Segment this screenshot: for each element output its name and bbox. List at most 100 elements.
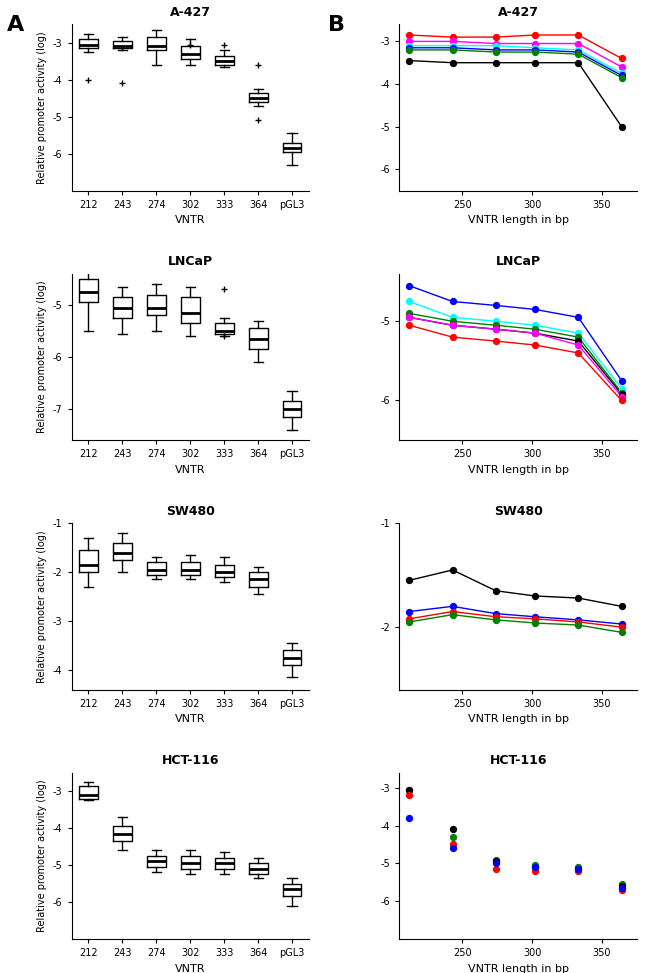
Point xyxy=(573,338,584,353)
X-axis label: VNTR length in bp: VNTR length in bp xyxy=(468,963,569,973)
Point xyxy=(573,859,584,875)
Point xyxy=(404,782,415,798)
Point xyxy=(573,863,584,879)
Point xyxy=(404,614,415,630)
Point xyxy=(404,294,415,309)
Point xyxy=(616,373,627,388)
Point xyxy=(447,38,458,54)
Point xyxy=(404,782,415,798)
Point xyxy=(616,393,627,409)
Point xyxy=(447,317,458,333)
Point xyxy=(530,338,540,353)
Point xyxy=(573,36,584,52)
Y-axis label: Relative promoter activity (log): Relative promoter activity (log) xyxy=(37,31,47,184)
Y-axis label: Relative promoter activity (log): Relative promoter activity (log) xyxy=(37,530,47,683)
Point xyxy=(404,53,415,68)
Point xyxy=(491,313,501,329)
Point xyxy=(573,617,584,632)
Point xyxy=(491,321,501,337)
Point xyxy=(491,29,501,45)
Point xyxy=(404,278,415,294)
Point xyxy=(447,562,458,578)
Point xyxy=(447,294,458,309)
Point xyxy=(616,119,627,134)
Point xyxy=(616,386,627,402)
Title: A-427: A-427 xyxy=(170,6,211,19)
Point xyxy=(491,38,501,54)
Point xyxy=(616,59,627,75)
Point xyxy=(491,583,501,598)
Point xyxy=(616,620,627,635)
Y-axis label: Relative promoter activity (log): Relative promoter activity (log) xyxy=(37,779,47,932)
Point xyxy=(573,614,584,630)
Point xyxy=(616,877,627,892)
Point xyxy=(616,380,627,396)
Point xyxy=(404,611,415,627)
Point xyxy=(616,70,627,86)
Point xyxy=(616,384,627,400)
Point xyxy=(530,36,540,52)
Point xyxy=(530,859,540,875)
X-axis label: VNTR: VNTR xyxy=(175,714,205,724)
Title: HCT-116: HCT-116 xyxy=(162,754,219,768)
Point xyxy=(530,588,540,603)
Y-axis label: Relative promoter activity (log): Relative promoter activity (log) xyxy=(37,280,47,433)
Title: A-427: A-427 xyxy=(498,6,539,19)
Point xyxy=(530,325,540,341)
Point xyxy=(404,309,415,325)
Point xyxy=(573,44,584,59)
X-axis label: VNTR length in bp: VNTR length in bp xyxy=(468,465,569,475)
Title: SW480: SW480 xyxy=(166,505,214,518)
Point xyxy=(447,598,458,614)
Point xyxy=(404,42,415,57)
Point xyxy=(404,40,415,55)
Point xyxy=(404,27,415,43)
Point xyxy=(530,615,540,631)
Point xyxy=(573,27,584,43)
Point xyxy=(530,317,540,333)
Point xyxy=(530,863,540,879)
Point xyxy=(616,879,627,894)
Point xyxy=(573,325,584,341)
Point xyxy=(447,604,458,620)
Point xyxy=(491,853,501,869)
Point xyxy=(447,829,458,845)
Point xyxy=(573,329,584,344)
Point xyxy=(616,51,627,66)
Point xyxy=(530,859,540,875)
Text: A: A xyxy=(6,15,24,35)
X-axis label: VNTR: VNTR xyxy=(175,465,205,475)
Point xyxy=(404,306,415,321)
Point xyxy=(447,837,458,852)
Point xyxy=(530,40,540,55)
Point xyxy=(404,811,415,826)
Point xyxy=(447,329,458,344)
Point xyxy=(616,625,627,640)
Point xyxy=(491,54,501,70)
Point xyxy=(491,317,501,333)
Point xyxy=(447,42,458,57)
Point xyxy=(491,609,501,625)
Point xyxy=(573,591,584,606)
Point xyxy=(616,65,627,81)
Point xyxy=(573,42,584,57)
Point xyxy=(404,34,415,50)
Point xyxy=(530,302,540,317)
X-axis label: VNTR length in bp: VNTR length in bp xyxy=(468,714,569,724)
Point xyxy=(491,861,501,877)
Point xyxy=(447,40,458,55)
Point xyxy=(573,309,584,325)
Point xyxy=(530,611,540,627)
Point xyxy=(491,606,501,622)
Point xyxy=(491,612,501,628)
Point xyxy=(447,309,458,325)
Point xyxy=(447,313,458,329)
Point xyxy=(573,861,584,877)
Point xyxy=(530,44,540,59)
Point xyxy=(404,309,415,325)
Point xyxy=(616,598,627,614)
Point xyxy=(447,607,458,623)
Point xyxy=(616,881,627,896)
Text: B: B xyxy=(328,15,345,35)
X-axis label: VNTR: VNTR xyxy=(175,215,205,225)
